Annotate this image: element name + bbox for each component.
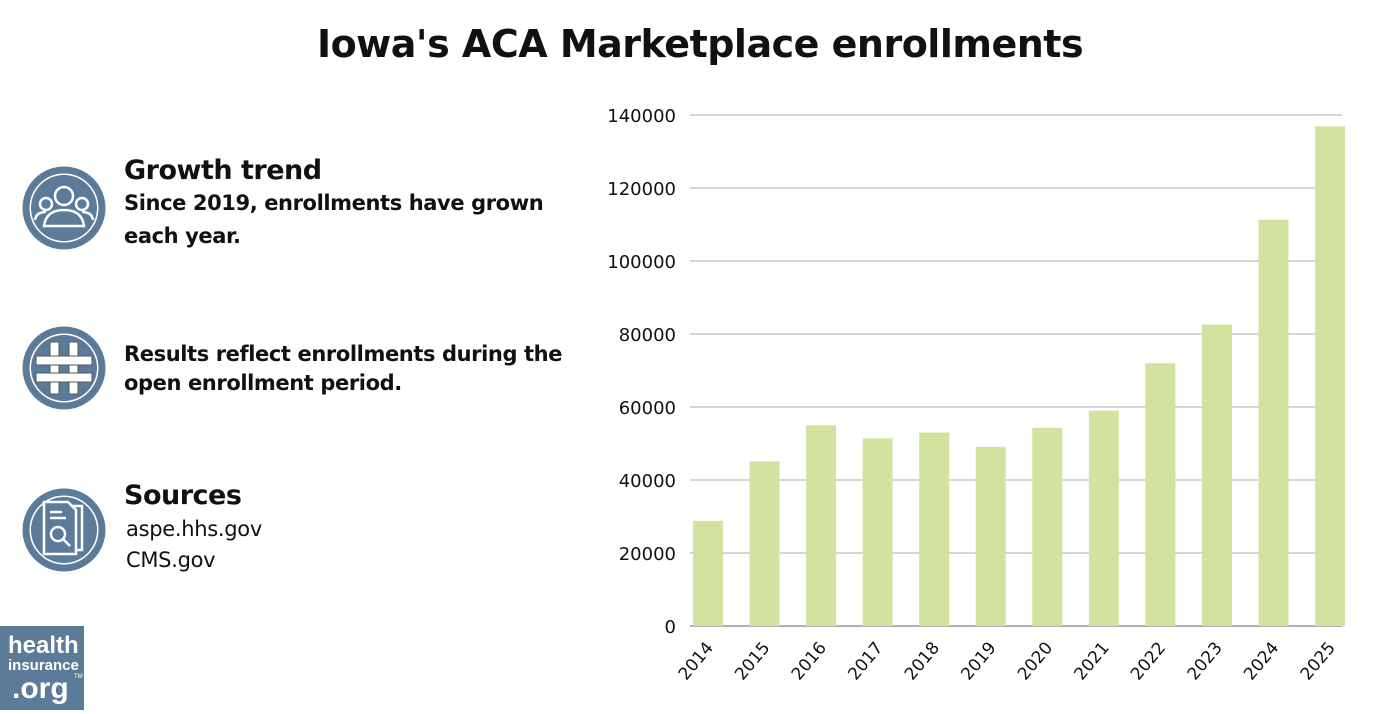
document-search-icon bbox=[22, 488, 106, 572]
y-tick-label: 140000 bbox=[607, 106, 676, 127]
y-tick-label: 120000 bbox=[607, 179, 676, 200]
bar-2019 bbox=[975, 446, 1006, 626]
x-tick-label: 2015 bbox=[731, 638, 774, 684]
growth-heading: Growth trend bbox=[124, 155, 322, 186]
source-item: CMS.gov bbox=[126, 548, 216, 572]
x-tick-label: 2024 bbox=[1240, 638, 1283, 684]
hashtag-icon bbox=[22, 326, 106, 410]
bar-2018 bbox=[919, 432, 950, 626]
x-tick-label: 2018 bbox=[901, 638, 944, 684]
bar-2022 bbox=[1145, 363, 1176, 626]
svg-text:insurance: insurance bbox=[8, 657, 79, 674]
x-tick-label: 2025 bbox=[1297, 638, 1340, 684]
y-tick-label: 80000 bbox=[619, 325, 676, 346]
svg-text:.org: .org bbox=[12, 672, 69, 705]
x-tick-label: 2020 bbox=[1014, 638, 1057, 684]
x-tick-label: 2016 bbox=[788, 638, 831, 684]
x-tick-label: 2017 bbox=[844, 638, 887, 684]
bar-2017 bbox=[862, 438, 893, 626]
y-tick-label: 20000 bbox=[619, 544, 676, 565]
svg-text:health: health bbox=[8, 632, 79, 659]
sources-heading: Sources bbox=[124, 480, 242, 511]
growth-text-line2: each year. bbox=[124, 224, 241, 248]
y-tick-label: 100000 bbox=[607, 252, 676, 273]
x-tick-label: 2023 bbox=[1184, 638, 1227, 684]
y-tick-label: 40000 bbox=[619, 471, 676, 492]
x-tick-label: 2021 bbox=[1071, 638, 1114, 684]
bar-2016 bbox=[806, 425, 837, 626]
source-item: aspe.hhs.gov bbox=[126, 517, 262, 541]
sources-block: Sources aspe.hhs.gov CMS.gov bbox=[124, 480, 262, 578]
bar-2023 bbox=[1201, 324, 1232, 626]
bar-2020 bbox=[1032, 427, 1063, 626]
people-icon bbox=[22, 166, 106, 250]
note-line2: open enrollment period. bbox=[124, 371, 402, 395]
note-block: Results reflect enrollments during the o… bbox=[124, 338, 562, 400]
x-tick-label: 2014 bbox=[675, 638, 718, 684]
growth-text-line1: Since 2019, enrollments have grown bbox=[124, 191, 544, 215]
bar-2021 bbox=[1088, 410, 1119, 626]
svg-text:TM: TM bbox=[74, 674, 83, 680]
page-title: Iowa's ACA Marketplace enrollments bbox=[316, 22, 1084, 66]
y-tick-label: 0 bbox=[665, 617, 676, 638]
x-tick-label: 2022 bbox=[1127, 638, 1170, 684]
bar-2024 bbox=[1258, 219, 1289, 626]
growth-trend-block: Growth trend Since 2019, enrollments hav… bbox=[124, 155, 544, 253]
bar-2014 bbox=[693, 520, 723, 626]
note-line1: Results reflect enrollments during the bbox=[124, 342, 563, 366]
y-tick-label: 60000 bbox=[619, 398, 676, 419]
x-tick-label: 2019 bbox=[957, 638, 1000, 684]
healthinsurance-org-logo: health insurance .org TM bbox=[0, 626, 84, 710]
bar-2025 bbox=[1315, 126, 1345, 626]
bar-2015 bbox=[749, 461, 780, 626]
